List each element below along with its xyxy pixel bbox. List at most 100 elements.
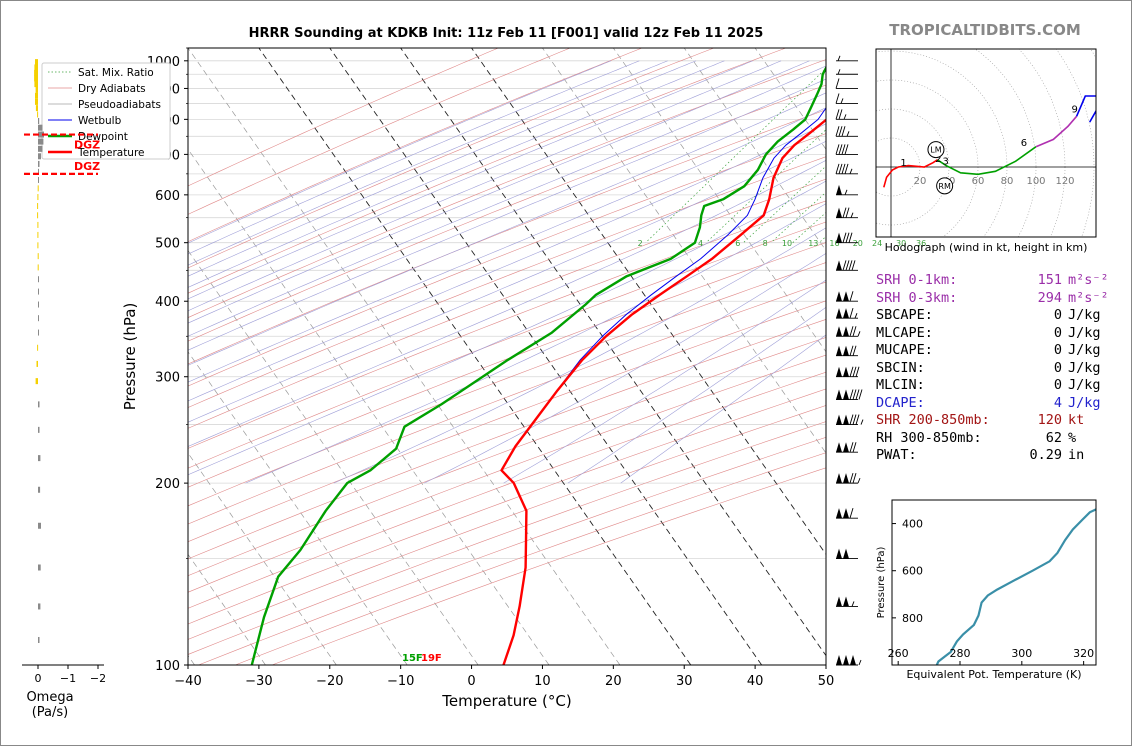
barb-pennant bbox=[843, 326, 849, 337]
x-tick-label: 10 bbox=[534, 674, 551, 689]
mixing-ratio-line bbox=[864, 48, 1085, 243]
legend-entry: Dry Adiabats bbox=[78, 83, 146, 95]
x-tick-label: 20 bbox=[605, 674, 622, 689]
stat-unit: in bbox=[1068, 447, 1085, 463]
right-mover-marker bbox=[936, 177, 954, 195]
omega-bar bbox=[37, 264, 39, 271]
barb-pennant bbox=[843, 308, 849, 319]
mixing-ratio-label: 13 bbox=[808, 239, 818, 248]
omega-bar bbox=[38, 145, 43, 152]
pseudoadiabat bbox=[567, 306, 826, 484]
barb-pennant bbox=[836, 308, 842, 319]
x-tick-label: 50 bbox=[818, 674, 835, 689]
barb-pennant bbox=[836, 389, 842, 400]
mixing-ratio-line bbox=[645, 67, 826, 243]
dry-adiabat bbox=[188, 133, 826, 387]
barb-flag bbox=[852, 326, 857, 337]
mixing-ratio-label: 10 bbox=[782, 239, 792, 248]
barb-flag bbox=[835, 126, 840, 137]
barb-flag bbox=[852, 472, 857, 484]
stat-row: RH 300-850mb: 62% bbox=[876, 430, 1109, 448]
mixing-ratio-label: 2 bbox=[638, 239, 643, 248]
barb-flag bbox=[841, 144, 846, 155]
isotherm-line bbox=[188, 249, 479, 665]
barb-flag bbox=[852, 442, 857, 453]
stat-row: SRH 0-3km: 294 m²s⁻² bbox=[876, 290, 1109, 308]
x-tick-label: 40 bbox=[747, 674, 764, 689]
pseudoadiabat bbox=[188, 60, 668, 266]
isotherm-line bbox=[188, 48, 621, 665]
omega-tick-label: 0 bbox=[35, 672, 42, 685]
x-tick-label: 0 bbox=[467, 674, 475, 689]
omega-bar bbox=[38, 288, 39, 295]
mixing-ratio-label: 4 bbox=[698, 239, 703, 248]
isotherm-line bbox=[188, 148, 550, 665]
hodograph-ring-label: 80 bbox=[1001, 176, 1014, 187]
barb-flag bbox=[852, 345, 857, 356]
barb-flag bbox=[852, 414, 857, 425]
stat-label: SBCIN: bbox=[876, 359, 925, 376]
mixing-ratio-line bbox=[770, 191, 826, 243]
mixing-ratio-line bbox=[818, 235, 826, 243]
stat-label: MUCAPE: bbox=[876, 342, 933, 358]
dry-adiabat bbox=[188, 84, 826, 342]
wind-barb bbox=[836, 184, 858, 196]
hodograph-ring-label: 100 bbox=[1026, 176, 1045, 187]
wind-barb bbox=[836, 345, 858, 357]
stat-value: 0 bbox=[1053, 307, 1062, 323]
hodograph-height-label: 3 bbox=[942, 157, 948, 168]
theta-e-xlabel: Equivalent Pot. Temperature (K) bbox=[906, 668, 1082, 681]
dry-adiabat bbox=[188, 109, 826, 365]
chart-title: HRRR Sounding at KDKB Init: 11z Feb 11 [… bbox=[248, 26, 764, 41]
stat-label: SRH 0-1km: bbox=[876, 272, 958, 288]
stat-label: RH 300-850mb: bbox=[876, 429, 982, 446]
barb-flag bbox=[849, 508, 854, 519]
left-mover-marker-label: LM bbox=[930, 146, 941, 155]
barb-half-flag bbox=[840, 98, 844, 104]
barb-half-flag bbox=[837, 55, 841, 61]
barb-flag bbox=[849, 389, 854, 400]
x-tick-label: −10 bbox=[387, 674, 414, 689]
hodograph-ring-label: 120 bbox=[1055, 176, 1074, 187]
barb-pennant bbox=[843, 508, 849, 519]
pseudoadiabat bbox=[188, 60, 810, 324]
wind-barbs bbox=[835, 55, 864, 666]
stat-unit: m²s⁻² bbox=[1068, 289, 1109, 306]
legend-entry: Pseudoadiabats bbox=[78, 99, 161, 111]
stat-value: 151 bbox=[1037, 272, 1062, 288]
stat-unit: J/kg bbox=[1068, 342, 1101, 358]
stat-value: 0 bbox=[1053, 342, 1062, 358]
barb-pennant bbox=[843, 345, 849, 356]
omega-bar bbox=[38, 138, 44, 145]
mixing-ratio-label: 6 bbox=[735, 239, 740, 248]
pseudoadiabat bbox=[188, 60, 612, 244]
barb-flag bbox=[852, 366, 857, 377]
barb-flag bbox=[842, 260, 847, 271]
hodograph-panel: 2040608010012012369LMRM bbox=[875, 48, 1097, 238]
omega-bar bbox=[38, 401, 40, 408]
barb-pennant bbox=[836, 548, 842, 559]
omega-bar bbox=[37, 344, 39, 351]
isotherm-line bbox=[188, 452, 337, 665]
dry-adiabat bbox=[188, 300, 826, 543]
wind-barb bbox=[836, 508, 858, 519]
stat-label: DCAPE: bbox=[876, 394, 925, 411]
pseudoadiabat bbox=[424, 253, 826, 484]
pseudoadiabat bbox=[188, 78, 826, 351]
omega-bar bbox=[34, 75, 38, 82]
barb-half-flag bbox=[849, 168, 853, 175]
omega-bar bbox=[37, 111, 39, 118]
barb-flag bbox=[849, 291, 854, 302]
omega-bar bbox=[38, 564, 41, 571]
mixing-ratio-line bbox=[792, 212, 826, 243]
barb-pennant bbox=[836, 184, 842, 195]
barb-half-flag bbox=[860, 419, 864, 425]
barb-flag bbox=[858, 389, 863, 400]
isotherm-line bbox=[400, 48, 826, 657]
omega-bar bbox=[38, 426, 40, 433]
mixing-ratio-label: 20 bbox=[853, 239, 863, 248]
temperature-line bbox=[500, 118, 826, 665]
stat-row: SBCIN: 0 J/kg bbox=[876, 360, 1109, 378]
barb-pennant bbox=[843, 414, 849, 425]
stat-row: PWAT: 0.29 in bbox=[876, 447, 1109, 465]
